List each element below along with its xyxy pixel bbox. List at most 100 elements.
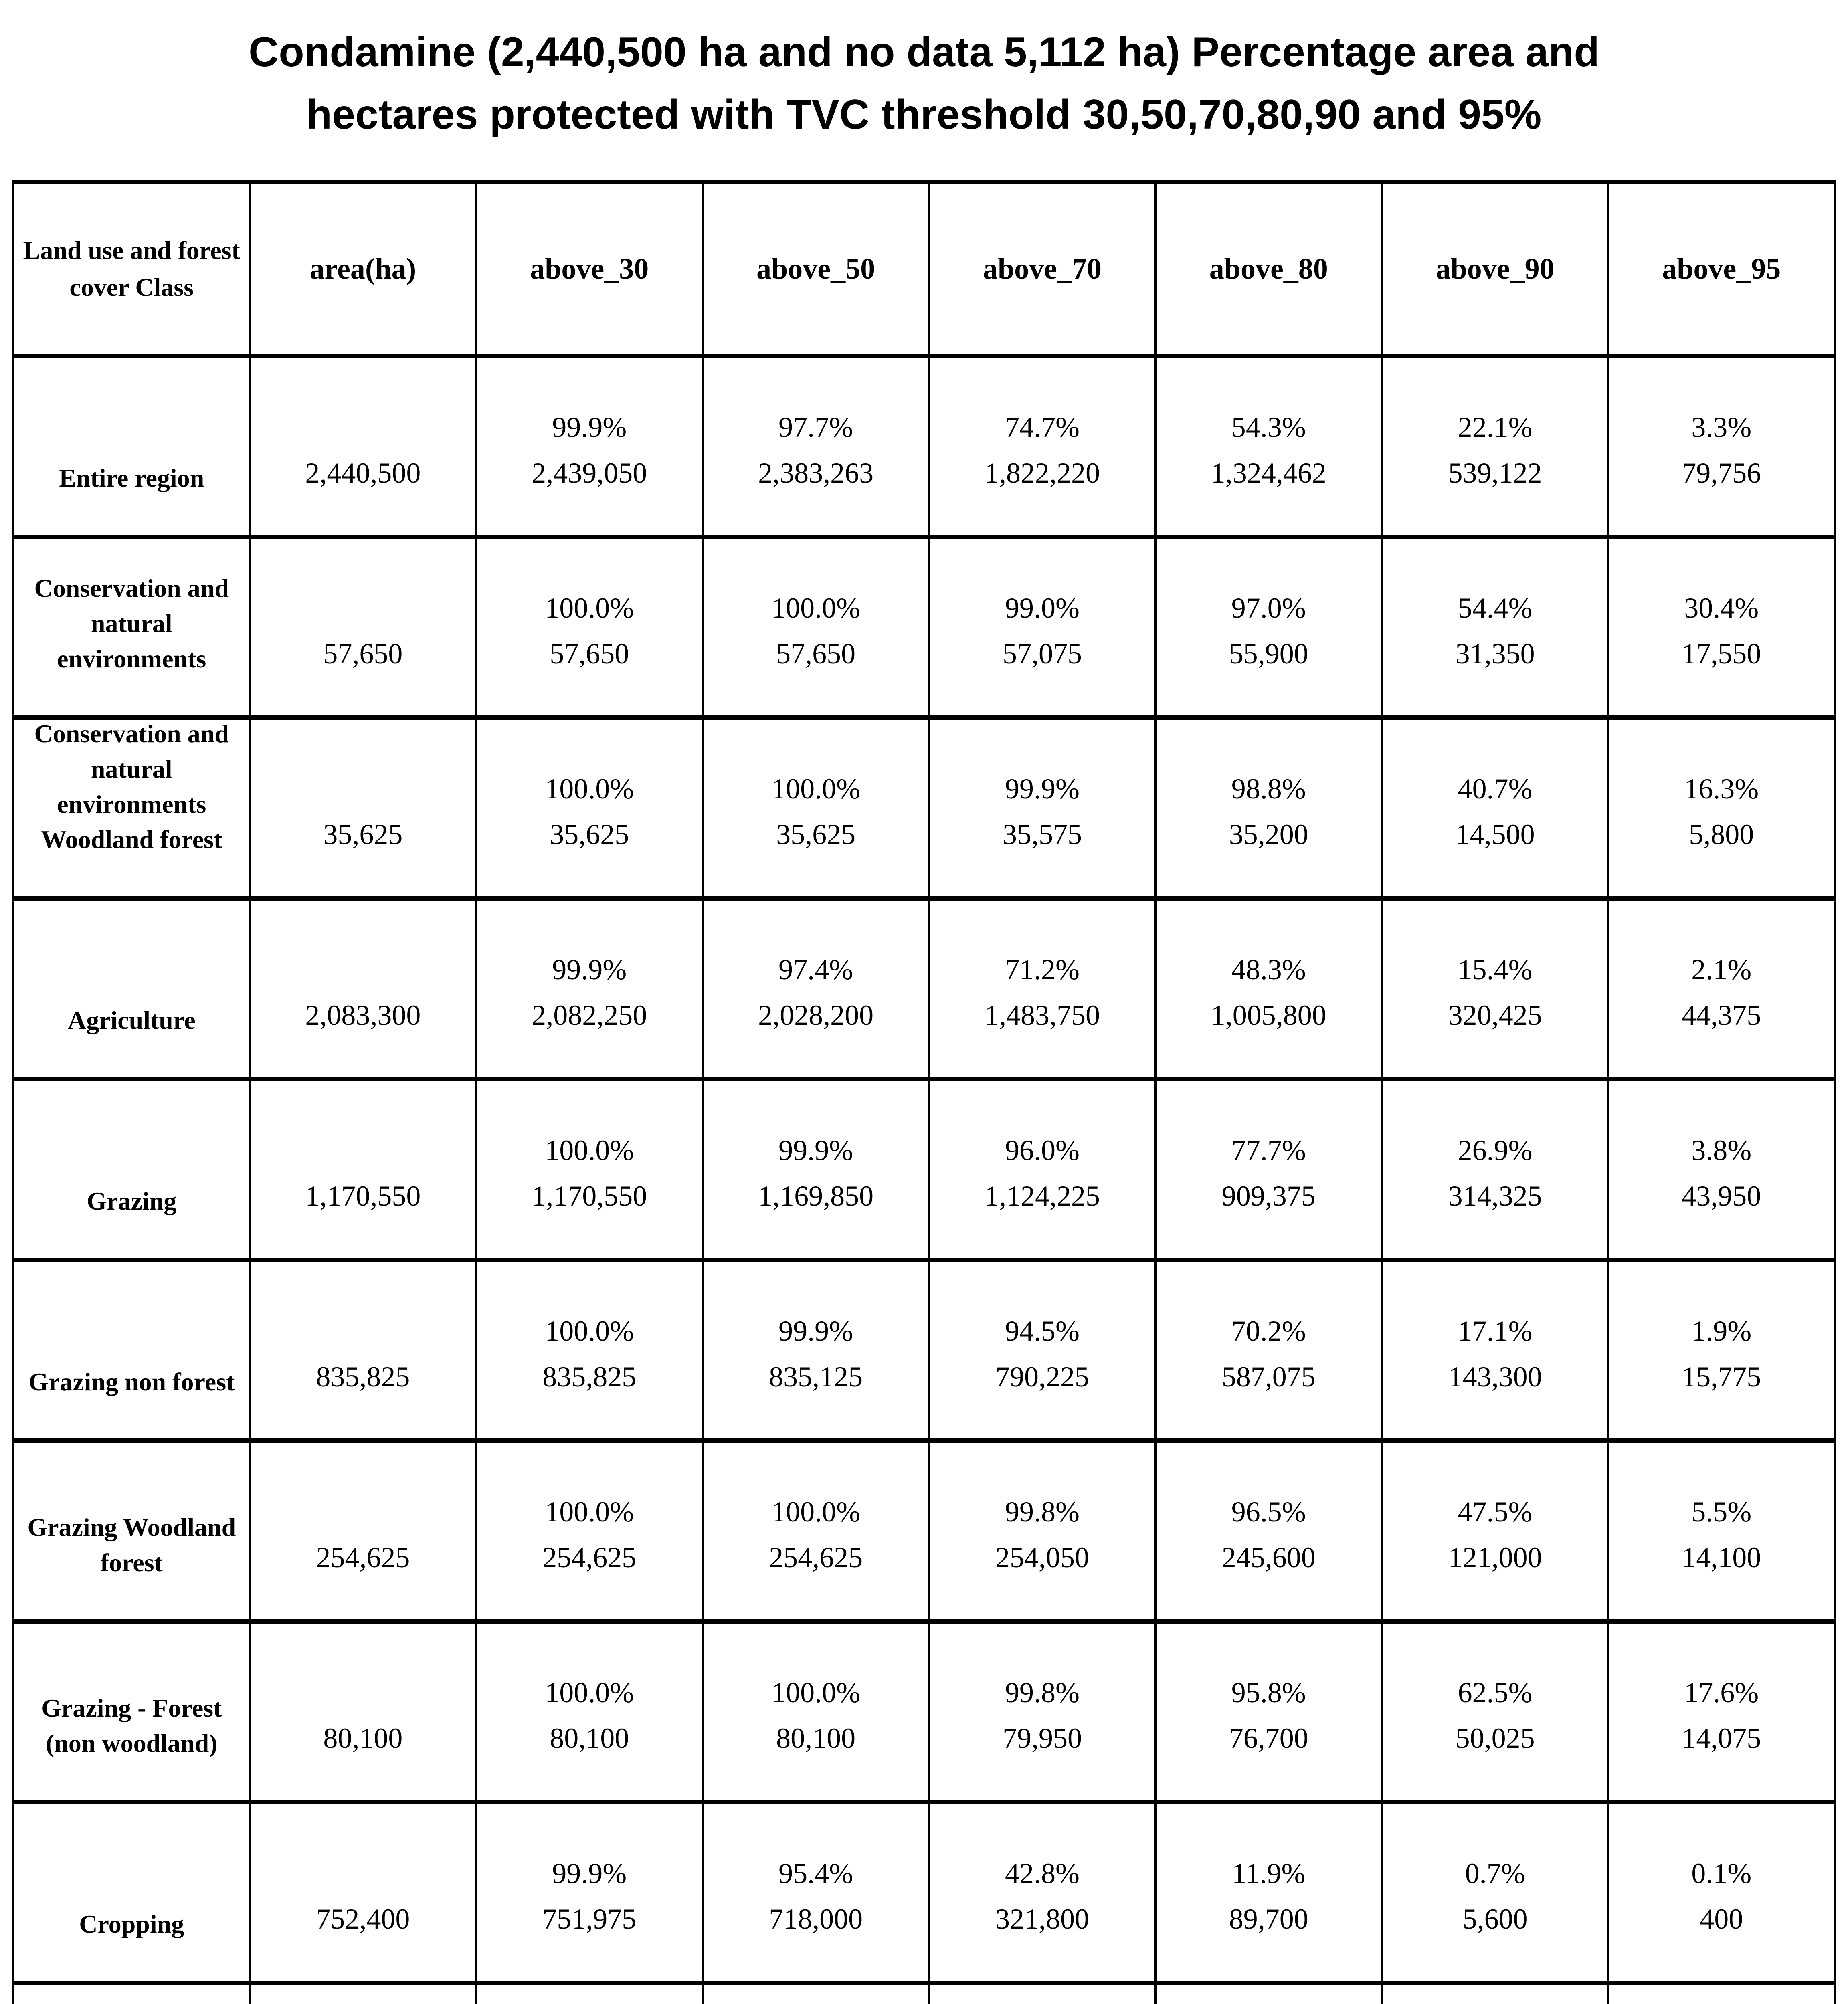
- cell-pct: 17.6%: [1684, 1676, 1759, 1709]
- cell-ha: 2,383,263: [758, 457, 874, 489]
- area-cell: 2,440,500: [249, 356, 476, 537]
- row-label: Cropping: [79, 1909, 184, 1938]
- cell-pct: 99.9%: [1005, 772, 1080, 805]
- cell-ha: 14,075: [1682, 1722, 1761, 1754]
- cell-ha: 89,700: [1229, 1903, 1308, 1935]
- class-cell: Grazing non forest: [13, 1260, 250, 1441]
- data-cell: 1.9% 15,775: [1607, 1260, 1835, 1441]
- cell-pct: 99.8%: [1005, 1676, 1080, 1709]
- cell-pct: 100.0%: [771, 1495, 861, 1528]
- cell-pct: 48.3%: [1231, 953, 1306, 986]
- cell-pct: 100.0%: [545, 1315, 634, 1347]
- data-cell: 99.0% 57,075: [928, 537, 1156, 718]
- area-cell: 835,825: [249, 1260, 476, 1441]
- data-cell: 17.1% 143,300: [1381, 1260, 1609, 1441]
- row-label: Grazing Woodland forest: [27, 1513, 236, 1577]
- data-cell: 4.1%6,625: [1154, 1983, 1382, 2004]
- data-cell: 99.9% 1,169,850: [702, 1079, 929, 1260]
- cell-pct: 77.7%: [1231, 1134, 1306, 1166]
- cell-pct: 5.5%: [1691, 1495, 1752, 1528]
- row-label: Entire region: [59, 463, 204, 492]
- row-area: 752,400: [316, 1903, 410, 1935]
- class-cell: Conservation and natural environments: [13, 537, 250, 718]
- data-cell: 0.0%25: [1607, 1983, 1835, 2004]
- data-cell: 97.7% 2,383,263: [702, 356, 929, 537]
- class-cell: Grazing Woodland forest: [13, 1441, 250, 1622]
- row-label: Agriculture: [67, 1006, 196, 1034]
- area-spacer: [251, 766, 475, 812]
- data-cell: 48.3% 1,005,800: [1154, 898, 1382, 1079]
- cell-ha: 539,122: [1448, 457, 1542, 489]
- cell-pct: 97.4%: [778, 953, 853, 986]
- cell-ha: 57,650: [776, 637, 856, 670]
- cell-ha: 35,625: [776, 818, 856, 850]
- cell-ha: 17,550: [1682, 637, 1761, 670]
- class-cell: Entire region: [13, 356, 250, 537]
- column-header-above50: above_50: [702, 182, 929, 356]
- data-cell: 54.3% 1,324,462: [1154, 356, 1382, 537]
- cell-pct: 99.8%: [1005, 1495, 1080, 1528]
- area-spacer: [251, 585, 475, 631]
- cell-ha: 80,100: [776, 1722, 856, 1754]
- area-spacer: [251, 947, 475, 992]
- row-label: Conservation and natural environments Wo…: [34, 719, 229, 854]
- cell-pct: 98.8%: [1231, 772, 1306, 805]
- table-row: Grazing - Forest (non woodland) 80,100 1…: [13, 1621, 1835, 1802]
- cell-pct: 30.4%: [1684, 592, 1759, 624]
- cell-ha: 321,800: [995, 1903, 1089, 1935]
- area-cell: 160,075: [249, 1983, 476, 2004]
- cell-pct: 97.7%: [778, 411, 853, 443]
- cell-ha: 2,082,250: [532, 999, 647, 1031]
- class-cell: Agriculture: [13, 899, 250, 1079]
- cell-ha: 43,950: [1682, 1180, 1761, 1212]
- cell-pct: 54.4%: [1458, 592, 1533, 624]
- data-cell: 95.8% 76,700: [1154, 1621, 1382, 1802]
- cell-pct: 96.0%: [1005, 1134, 1080, 1166]
- cell-ha: 909,375: [1221, 1180, 1316, 1212]
- class-cell: Cropping: [13, 1802, 250, 1983]
- cell-pct: 74.7%: [1005, 411, 1080, 443]
- cell-ha: 1,169,850: [758, 1180, 874, 1212]
- cell-pct: 99.9%: [552, 953, 627, 986]
- data-cell: 100.0% 80,100: [475, 1621, 703, 1802]
- data-cell: 2.1% 44,375: [1607, 898, 1835, 1079]
- data-cell: 100.0% 835,825: [475, 1260, 703, 1441]
- cell-ha: 1,005,800: [1211, 999, 1326, 1031]
- data-cell: 95.4% 718,000: [702, 1802, 929, 1983]
- cell-pct: 22.1%: [1458, 411, 1533, 443]
- row-area: 254,625: [316, 1541, 410, 1574]
- cell-ha: 1,124,225: [984, 1180, 1100, 1212]
- row-area: 1,170,550: [305, 1180, 421, 1212]
- data-cell: 99.9% 2,439,050: [475, 356, 703, 537]
- column-header-above90: above_90: [1381, 182, 1609, 356]
- cell-ha: 835,125: [769, 1360, 863, 1393]
- cell-ha: 35,200: [1229, 818, 1308, 850]
- data-cell: 74.7% 1,822,220: [928, 356, 1156, 537]
- cell-pct: 15.4%: [1458, 953, 1533, 986]
- data-cell: 100.0% 57,650: [702, 537, 929, 718]
- data-cell: 71.2% 1,483,750: [928, 898, 1156, 1079]
- cell-ha: 44,375: [1682, 999, 1761, 1031]
- data-cell: 100.0% 80,100: [702, 1621, 929, 1802]
- data-cell: 99.9% 35,575: [928, 717, 1156, 899]
- cell-ha: 245,600: [1221, 1541, 1316, 1574]
- row-label: Grazing non forest: [28, 1367, 235, 1396]
- area-cell: 35,625: [249, 717, 476, 899]
- area-cell: 254,625: [249, 1440, 476, 1622]
- cell-ha: 835,825: [542, 1360, 637, 1393]
- data-cell: 47.5% 121,000: [1381, 1440, 1609, 1622]
- cell-ha: 2,028,200: [758, 999, 874, 1031]
- row-area: 57,650: [323, 637, 403, 670]
- data-cell: 15.4% 320,425: [1381, 898, 1609, 1079]
- header-row: Land use and forest cover Class area(ha)…: [13, 182, 1835, 356]
- cell-ha: 57,075: [1002, 637, 1082, 670]
- cell-ha: 35,575: [1002, 818, 1082, 850]
- cell-ha: 5,600: [1462, 1903, 1528, 1935]
- column-header-area: area(ha): [249, 182, 476, 356]
- cell-pct: 100.0%: [545, 592, 634, 624]
- cell-pct: 99.9%: [552, 411, 627, 443]
- cell-ha: 79,950: [1002, 1722, 1082, 1754]
- cell-ha: 80,100: [550, 1722, 629, 1754]
- cell-ha: 254,050: [995, 1541, 1089, 1574]
- class-cell: Irrigation: [13, 1983, 250, 2004]
